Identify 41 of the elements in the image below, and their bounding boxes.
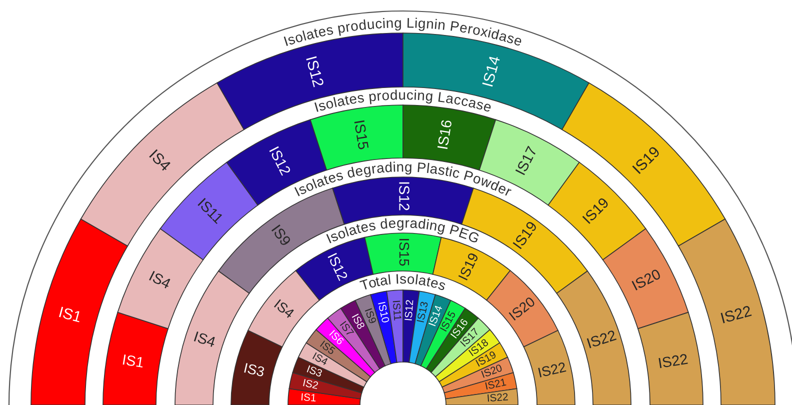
slice-label: IS8 [352, 314, 366, 330]
slice-label: IS4 [312, 352, 329, 366]
slice-label: IS3 [244, 362, 265, 377]
category-label: IS19 [458, 252, 479, 280]
slice-label: IS13 [416, 301, 428, 322]
category-label: IS12 [399, 182, 410, 210]
category-label: IS4 [149, 149, 172, 172]
slice-label: IS21 [485, 378, 506, 390]
category-label: IS12 [306, 56, 324, 88]
category-label: IS4 [274, 299, 295, 319]
category-label: IS14 [482, 55, 500, 87]
text: Isolates producing Lignin Peroxidase [284, 18, 522, 46]
slice-label: IS9 [364, 308, 377, 324]
category-label: IS22 [658, 354, 688, 368]
category-label: IS17 [515, 146, 538, 176]
text: Isolates producing Laccase [314, 90, 492, 112]
slice-label: IS12 [404, 300, 414, 320]
slice-label: IS2 [303, 378, 318, 390]
slice-label: IS11 [392, 300, 402, 320]
category-label: IS1 [59, 306, 82, 322]
slice-label: IS20 [481, 364, 502, 378]
category-label: IS12 [328, 252, 348, 281]
category-label: IS20 [632, 268, 662, 290]
category-label: IS9 [271, 224, 292, 247]
slice-label: IS10 [378, 302, 390, 323]
category-label: IS16 [437, 120, 452, 149]
category-label: IS22 [586, 330, 617, 348]
category-label: IS20 [508, 296, 536, 321]
category-label: IS4 [149, 270, 172, 289]
category-label: IS1 [122, 354, 144, 368]
category-label: IS22 [720, 305, 752, 324]
slice-label: IS1 [301, 393, 316, 402]
text: Total Isolates [359, 274, 446, 291]
slice-label: IS3 [306, 365, 323, 378]
category-label: IS15 [399, 239, 410, 266]
category-label: IS15 [354, 120, 369, 150]
slice-label: IS22 [488, 392, 508, 402]
slice-label: IS22 [538, 362, 566, 378]
category-label: IS12 [269, 146, 292, 176]
slice-label: IS14 [428, 304, 442, 326]
category-label: IS4 [194, 331, 216, 348]
